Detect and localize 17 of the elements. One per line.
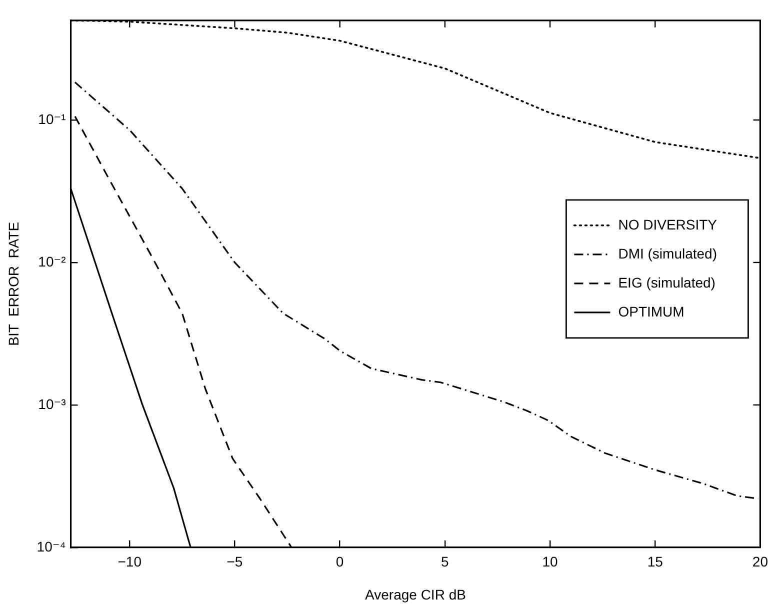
- x-tick-label: 10: [542, 554, 558, 570]
- x-axis-title: Average CIR dB: [365, 586, 466, 602]
- x-tick-label: −10: [118, 554, 142, 570]
- x-tick-label: 5: [441, 554, 450, 570]
- y-tick-label: 10⁻⁴: [36, 538, 66, 554]
- legend-label: OPTIMUM: [618, 303, 684, 320]
- x-tick-label: −5: [226, 554, 243, 570]
- y-axis-title: BIT ERROR RATE: [5, 222, 22, 346]
- x-tick-label: 20: [752, 554, 768, 570]
- legend-label: EIG (simulated): [618, 274, 716, 290]
- x-tick-label: 15: [647, 554, 664, 570]
- y-tick-label: 10⁻²: [38, 253, 66, 270]
- y-tick-label: 10⁻³: [38, 396, 66, 412]
- y-tick-label: 10⁻¹: [38, 110, 66, 127]
- legend-label: NO DIVERSITY: [618, 216, 718, 232]
- legend-label: DMI (simulated): [618, 245, 718, 262]
- x-tick-label: 0: [336, 554, 344, 570]
